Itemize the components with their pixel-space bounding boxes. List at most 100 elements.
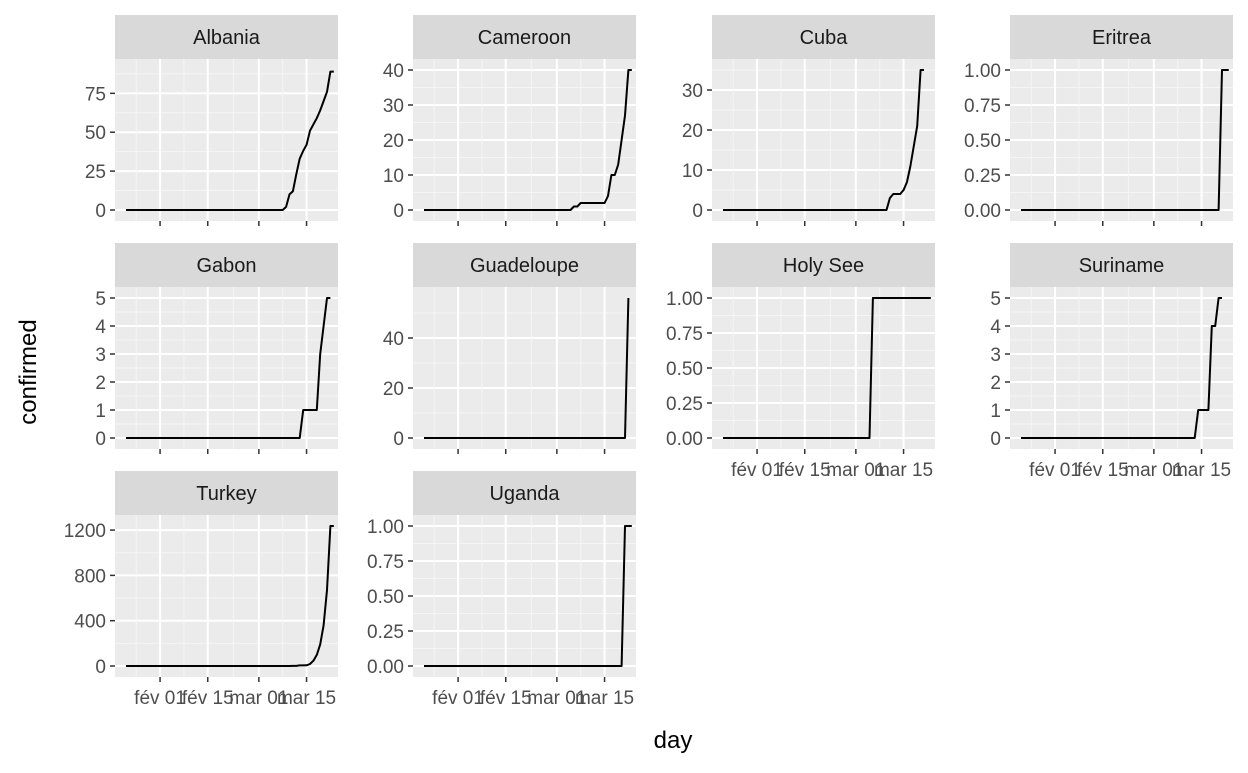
panel-strip: [712, 243, 935, 287]
series-line: [1021, 297, 1222, 439]
panel-title: Albania: [193, 27, 261, 49]
y-tick-label: 40: [383, 329, 404, 350]
y-tick-label: 20: [383, 379, 404, 400]
y-tick-label: 0.25: [666, 394, 703, 415]
panel-title: Cameroon: [478, 27, 571, 49]
y-tick-label: 0: [393, 201, 404, 222]
x-tick-label: mar 15: [575, 688, 634, 709]
y-tick-label: 0.00: [964, 201, 1001, 222]
y-axis-title: confirmed: [15, 319, 42, 424]
y-tick-label: 0.25: [964, 166, 1001, 187]
panel-strip: [1010, 15, 1233, 59]
y-tick-label: 400: [74, 612, 106, 633]
y-tick-label: 20: [383, 131, 404, 152]
y-tick-label: 3: [990, 345, 1001, 366]
y-tick-label: 30: [682, 81, 703, 102]
y-tick-label: 800: [74, 566, 106, 587]
panel-strip: [115, 471, 338, 515]
y-tick-label: 10: [383, 166, 404, 187]
y-tick-label: 1.00: [964, 61, 1001, 82]
y-tick-label: 1.00: [367, 517, 404, 538]
y-tick-label: 1: [95, 401, 106, 422]
series-line: [126, 525, 334, 667]
panel-title: Holy See: [783, 255, 864, 277]
panel-title: Gabon: [196, 255, 256, 277]
y-tick-label: 0: [95, 657, 106, 678]
y-tick-label: 5: [95, 289, 106, 310]
x-tick-label: mar 01: [1124, 460, 1183, 481]
series-line: [424, 525, 632, 667]
y-tick-label: 20: [682, 121, 703, 142]
panel-title: Cuba: [800, 27, 849, 49]
y-tick-label: 0: [95, 201, 106, 222]
series-line: [424, 297, 630, 439]
y-tick-label: 0.50: [666, 359, 703, 380]
y-tick-label: 0: [990, 429, 1001, 450]
y-tick-label: 0: [692, 201, 703, 222]
x-tick-label: fév 15: [779, 460, 831, 481]
y-tick-label: 0.25: [367, 622, 404, 643]
y-tick-label: 0: [95, 429, 106, 450]
y-tick-label: 50: [85, 123, 106, 144]
panel-gabon: Gabon 0 1 2 3 4 5: [95, 243, 338, 454]
y-tick-label: 4: [95, 317, 106, 338]
panel-strip: [413, 15, 636, 59]
panel-title: Suriname: [1079, 255, 1165, 277]
y-tick-label: 25: [85, 162, 106, 183]
panel-background: [413, 287, 636, 449]
y-tick-label: 10: [682, 161, 703, 182]
y-tick-label: 3: [95, 345, 106, 366]
y-tick-label: 0.00: [666, 429, 703, 450]
x-tick-label: fév 01: [1029, 460, 1081, 481]
panel-background: [712, 59, 935, 221]
series-line: [424, 69, 632, 211]
x-tick-label: fév 15: [1077, 460, 1129, 481]
panel-background: [115, 59, 338, 221]
y-tick-label: 30: [383, 96, 404, 117]
panel-background: [115, 515, 338, 677]
y-tick-label: 4: [990, 317, 1001, 338]
panel-title: Turkey: [196, 483, 256, 505]
panel-guadeloupe: Guadeloupe 0 20 40: [383, 243, 636, 454]
x-tick-label: mar 01: [826, 460, 885, 481]
panel-strip: [413, 471, 636, 515]
series-line: [723, 297, 931, 439]
y-tick-label: 5: [990, 289, 1001, 310]
x-tick-label: fév 15: [480, 688, 532, 709]
y-tick-label: 1: [990, 401, 1001, 422]
panel-strip: [1010, 243, 1233, 287]
x-tick-label: fév 01: [731, 460, 783, 481]
y-tick-label: 0.50: [367, 587, 404, 608]
panel-strip: [115, 15, 338, 59]
y-tick-label: 2: [95, 373, 106, 394]
x-tick-label: mar 15: [874, 460, 933, 481]
panel-strip: [712, 15, 935, 59]
panel-strip: [115, 243, 338, 287]
y-tick-label: 1.00: [666, 289, 703, 310]
x-tick-label: mar 15: [1172, 460, 1231, 481]
panels-group: Albania0255075Cameroon010203040Cuba01020…: [64, 15, 1233, 709]
x-tick-label: fév 01: [432, 688, 484, 709]
series-line: [126, 70, 334, 211]
panel-strip: [413, 243, 636, 287]
y-tick-label: 75: [85, 84, 106, 105]
y-tick-label: 0.75: [964, 96, 1001, 117]
x-tick-label: fév 01: [134, 688, 186, 709]
panel-eritrea: Eritrea 0.00 0.25 0.50 0.75 1.00: [964, 15, 1233, 226]
panel-cameroon: Cameroon 0 10 20 30 40: [383, 15, 636, 226]
y-tick-label: 0.00: [367, 657, 404, 678]
y-tick-label: 0.50: [964, 131, 1001, 152]
x-axis-title: day: [654, 727, 693, 754]
y-tick-label: 0.75: [367, 552, 404, 573]
series-line: [1021, 69, 1229, 211]
panel-albania: Albania 0 25 50 75: [85, 15, 338, 226]
series-line: [126, 297, 331, 439]
x-tick-label: mar 15: [277, 688, 336, 709]
x-tick-label: mar 01: [527, 688, 586, 709]
y-tick-label: 1200: [64, 521, 106, 542]
